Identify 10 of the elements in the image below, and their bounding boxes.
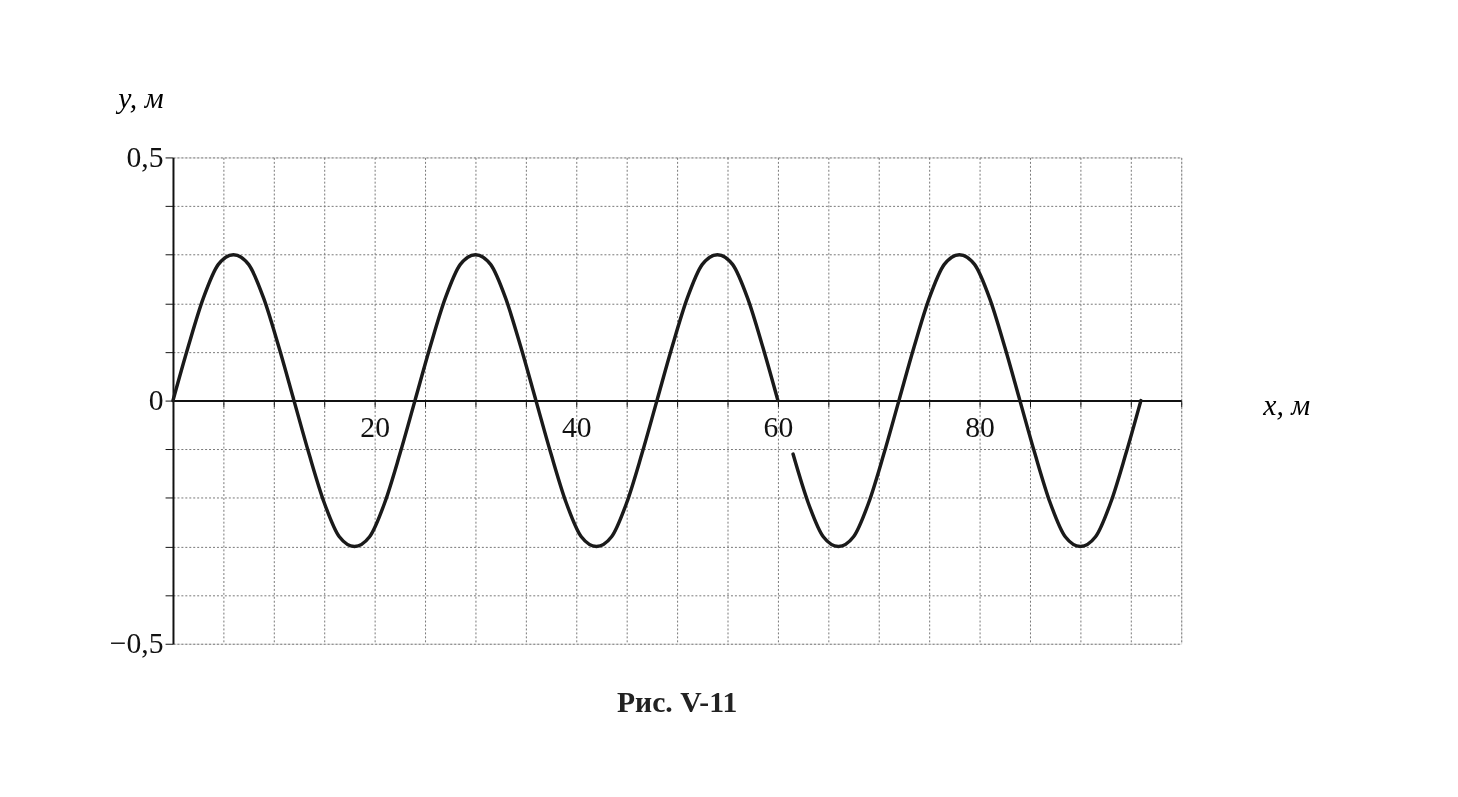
y-axis-title: y, м [115,81,164,114]
y-tick-label: −0,5 [109,627,164,660]
x-axis-title: x, м [1262,388,1311,421]
x-tick-label: 80 [965,410,995,443]
y-tick-label: 0 [148,383,164,416]
x-tick-label: 20 [360,410,390,443]
y-tick-label: 0,5 [126,140,164,173]
x-tick-label: 60 [763,410,794,443]
text: Рис. V-11 [616,685,738,718]
x-tick-label: 40 [561,410,592,443]
